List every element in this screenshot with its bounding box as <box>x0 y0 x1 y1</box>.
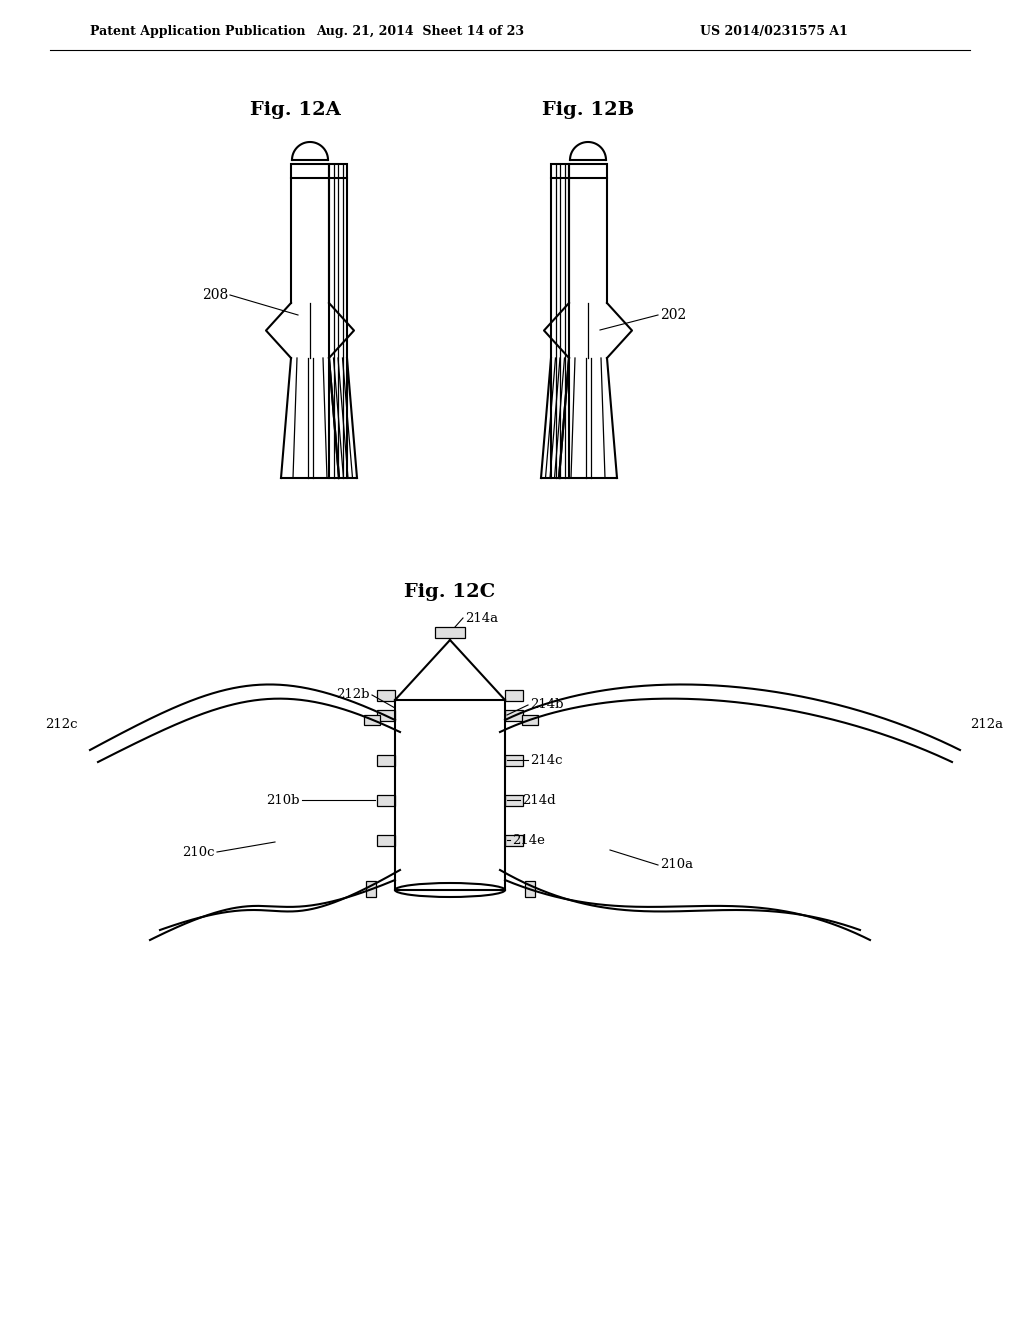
Text: Patent Application Publication: Patent Application Publication <box>90 25 305 38</box>
FancyBboxPatch shape <box>505 795 523 805</box>
Bar <box>551 164 569 178</box>
FancyBboxPatch shape <box>505 710 523 721</box>
Text: 208: 208 <box>202 288 228 302</box>
Text: 214b: 214b <box>530 698 563 711</box>
Text: 212b: 212b <box>337 689 370 701</box>
Text: 214a: 214a <box>465 611 498 624</box>
FancyBboxPatch shape <box>366 882 376 898</box>
FancyBboxPatch shape <box>377 689 395 701</box>
Text: 210a: 210a <box>660 858 693 871</box>
Text: 214d: 214d <box>522 793 556 807</box>
FancyBboxPatch shape <box>435 627 465 638</box>
FancyBboxPatch shape <box>505 689 523 701</box>
Text: Fig. 12C: Fig. 12C <box>404 583 496 601</box>
FancyBboxPatch shape <box>525 882 536 898</box>
FancyBboxPatch shape <box>522 715 538 725</box>
Text: 214c: 214c <box>530 754 562 767</box>
Text: Aug. 21, 2014  Sheet 14 of 23: Aug. 21, 2014 Sheet 14 of 23 <box>316 25 524 38</box>
Text: 202: 202 <box>660 308 686 322</box>
Text: 212a: 212a <box>970 718 1004 731</box>
FancyBboxPatch shape <box>365 715 381 725</box>
Bar <box>291 164 329 178</box>
FancyBboxPatch shape <box>377 710 395 721</box>
Bar <box>569 164 607 178</box>
FancyBboxPatch shape <box>377 755 395 766</box>
Text: 214e: 214e <box>512 833 545 846</box>
Text: 210b: 210b <box>266 793 300 807</box>
Text: 210c: 210c <box>182 846 215 858</box>
FancyBboxPatch shape <box>377 795 395 805</box>
Text: Fig. 12A: Fig. 12A <box>250 102 340 119</box>
FancyBboxPatch shape <box>505 834 523 846</box>
Text: US 2014/0231575 A1: US 2014/0231575 A1 <box>700 25 848 38</box>
FancyBboxPatch shape <box>505 755 523 766</box>
Text: 212c: 212c <box>45 718 78 731</box>
Bar <box>329 164 347 178</box>
Text: Fig. 12B: Fig. 12B <box>542 102 634 119</box>
FancyBboxPatch shape <box>377 834 395 846</box>
